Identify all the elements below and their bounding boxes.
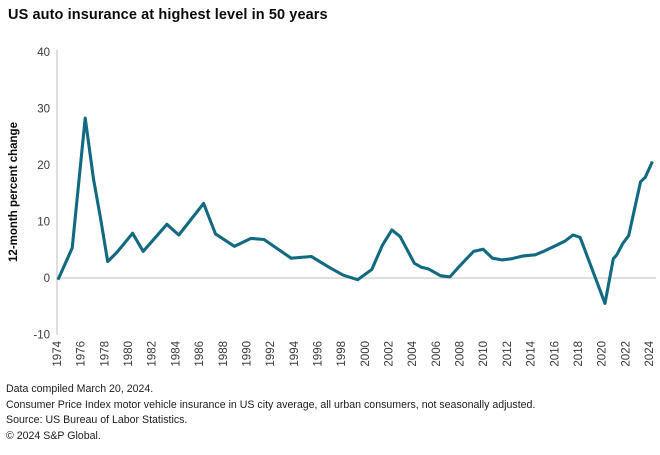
- chart-title: US auto insurance at highest level in 50…: [8, 7, 328, 23]
- footnote-description: Consumer Price Index motor vehicle insur…: [6, 398, 536, 411]
- x-tick-label: 1980: [123, 341, 135, 367]
- footnote-compiled: Data compiled March 20, 2024.: [6, 383, 154, 395]
- x-tick-label: 2022: [620, 341, 632, 367]
- x-tick-label: 2018: [573, 341, 585, 367]
- x-tick-label: 1990: [241, 341, 253, 367]
- y-axis-title: 12-month percent change: [8, 122, 20, 262]
- y-tick-label: 40: [37, 47, 50, 59]
- y-tick-label: 10: [37, 216, 50, 228]
- x-tick-label: 1984: [170, 340, 182, 366]
- x-tick-label: 1996: [313, 341, 325, 367]
- x-tick-label: 2006: [431, 341, 443, 367]
- chart-footnotes: Data compiled March 20, 2024. Consumer P…: [6, 382, 535, 444]
- x-tick-label: 1978: [99, 341, 111, 367]
- x-tick-label: 1992: [265, 341, 277, 367]
- y-tick-label: -10: [33, 330, 50, 342]
- x-tick-label: 2024: [644, 340, 656, 366]
- x-tick-label: 2008: [455, 341, 467, 367]
- y-tick-label: 20: [37, 160, 50, 172]
- x-tick-label: 2012: [502, 341, 514, 367]
- x-tick-label: 1986: [194, 341, 206, 367]
- x-tick-label: 2004: [407, 340, 419, 366]
- x-tick-label: 1982: [147, 341, 159, 367]
- x-tick-label: 1976: [76, 341, 88, 367]
- x-tick-label: 2020: [597, 341, 609, 367]
- x-tick-label: 2016: [549, 341, 561, 367]
- insurance-line: [56, 116, 654, 305]
- x-tick-label: 1974: [52, 340, 64, 366]
- y-tick-label: 30: [37, 103, 50, 115]
- x-tick-label: 1998: [336, 341, 348, 367]
- footnote-copyright: © 2024 S&P Global.: [6, 429, 101, 442]
- y-tick-label: 0: [44, 273, 50, 285]
- x-tick-label: 2002: [384, 341, 396, 367]
- x-tick-label: 2014: [526, 340, 538, 366]
- x-tick-label: 2010: [478, 341, 490, 367]
- footnote-source: Source: US Bureau of Labor Statistics.: [6, 414, 188, 427]
- x-tick-label: 1994: [289, 340, 301, 366]
- x-tick-label: 1988: [218, 341, 230, 367]
- x-tick-label: 2000: [360, 341, 372, 367]
